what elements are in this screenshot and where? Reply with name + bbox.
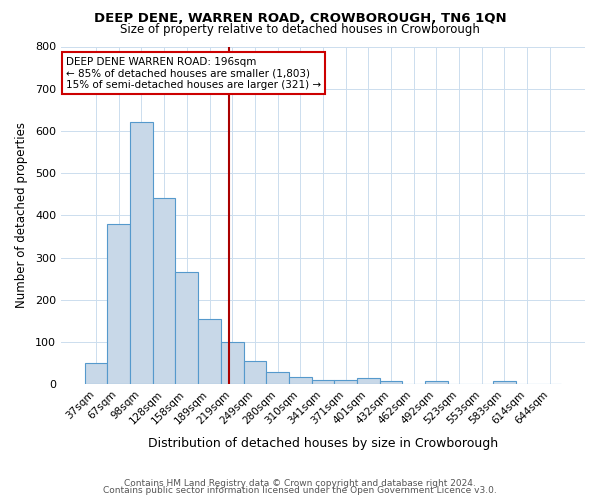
Bar [311, 380, 334, 384]
Text: DEEP DENE, WARREN ROAD, CROWBOROUGH, TN6 1QN: DEEP DENE, WARREN ROAD, CROWBOROUGH, TN6… [94, 12, 506, 26]
Bar [244, 361, 266, 384]
Text: Contains HM Land Registry data © Crown copyright and database right 2024.: Contains HM Land Registry data © Crown c… [124, 478, 476, 488]
Text: Size of property relative to detached houses in Crowborough: Size of property relative to detached ho… [120, 22, 480, 36]
Bar [289, 376, 311, 384]
Bar [175, 272, 198, 384]
Bar [266, 372, 289, 384]
Bar [130, 122, 153, 384]
Bar [85, 363, 107, 384]
Bar [425, 381, 448, 384]
Text: Contains public sector information licensed under the Open Government Licence v3: Contains public sector information licen… [103, 486, 497, 495]
Bar [380, 381, 403, 384]
Text: DEEP DENE WARREN ROAD: 196sqm
← 85% of detached houses are smaller (1,803)
15% o: DEEP DENE WARREN ROAD: 196sqm ← 85% of d… [66, 56, 321, 90]
Bar [153, 198, 175, 384]
Bar [198, 318, 221, 384]
Bar [221, 342, 244, 384]
Y-axis label: Number of detached properties: Number of detached properties [15, 122, 28, 308]
Bar [334, 380, 357, 384]
Bar [493, 381, 516, 384]
Bar [107, 224, 130, 384]
X-axis label: Distribution of detached houses by size in Crowborough: Distribution of detached houses by size … [148, 437, 498, 450]
Bar [357, 378, 380, 384]
